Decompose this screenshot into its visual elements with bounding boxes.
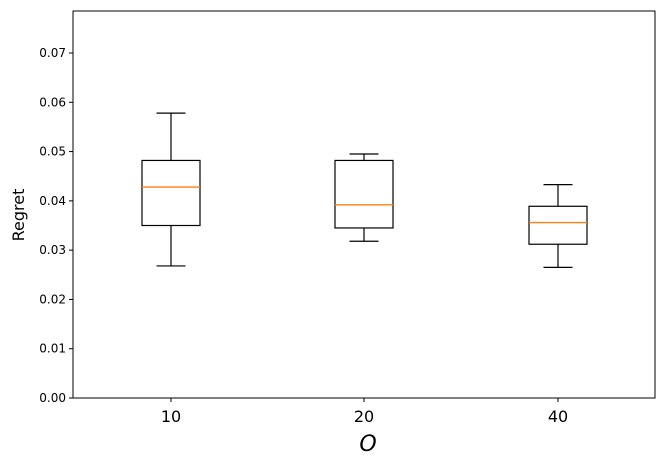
x-axis: 10 20 40 (161, 398, 568, 426)
y-axis-label: Regret (9, 189, 28, 242)
x-axis-label: O (359, 432, 376, 457)
box-40 (528, 183, 588, 268)
iqr-box (141, 159, 201, 227)
x-tick-label: 20 (354, 407, 374, 426)
y-tick-label: 0.04 (39, 194, 66, 208)
y-tick-label: 0.03 (39, 243, 66, 257)
x-tick-label: 10 (161, 407, 181, 426)
y-tick-label: 0.01 (39, 342, 66, 356)
y-tick-label: 0.02 (39, 292, 66, 306)
iqr-box (334, 159, 394, 229)
y-axis: 0.00 0.01 0.02 0.03 0.04 0.05 0.06 0.07 (39, 46, 73, 405)
y-tick-label: 0.00 (39, 391, 66, 405)
x-tick-label: 40 (548, 407, 568, 426)
y-tick-label: 0.05 (39, 145, 66, 159)
iqr-box (528, 205, 588, 245)
box-10 (141, 112, 201, 267)
box-20 (334, 153, 394, 242)
boxplot-series (141, 112, 588, 268)
y-tick-label: 0.06 (39, 95, 66, 109)
y-tick-label: 0.07 (39, 46, 66, 60)
